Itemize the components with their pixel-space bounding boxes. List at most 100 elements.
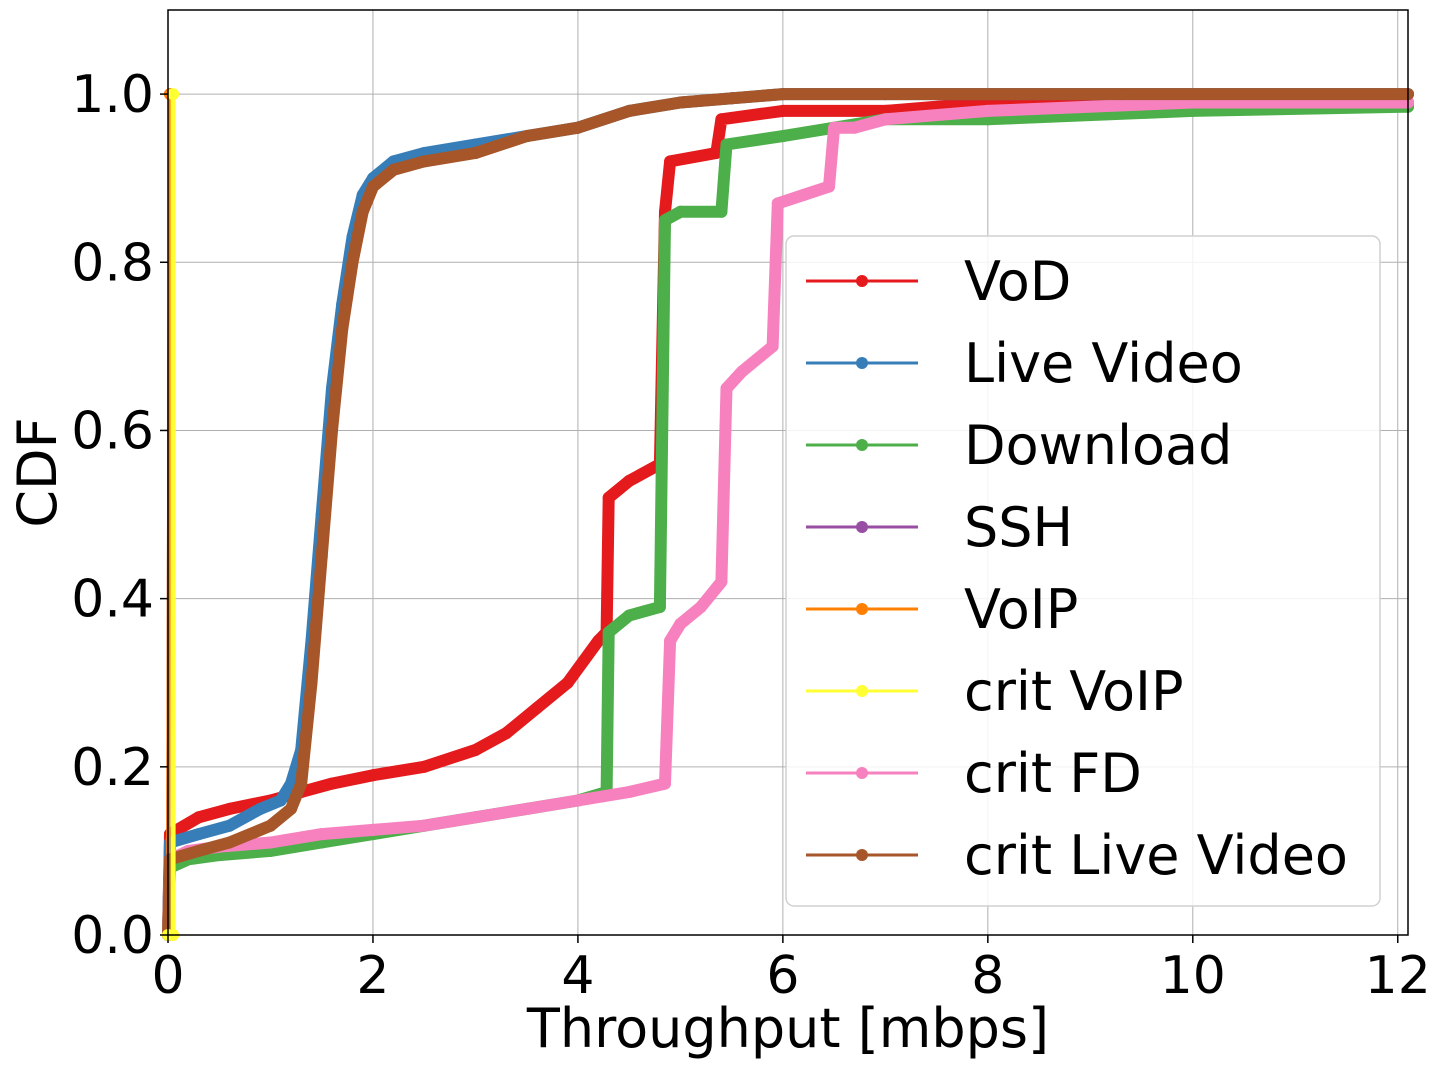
series-line bbox=[162, 100, 1414, 941]
x-tick-label: 0 bbox=[151, 946, 184, 1006]
data-point bbox=[720, 138, 733, 151]
data-point bbox=[725, 92, 738, 105]
data-point bbox=[623, 474, 636, 487]
data-point bbox=[285, 802, 297, 815]
data-point bbox=[274, 794, 287, 807]
data-point bbox=[602, 626, 615, 639]
data-point bbox=[520, 802, 533, 815]
data-point bbox=[715, 575, 728, 588]
legend-box bbox=[785, 235, 1381, 907]
data-point bbox=[1115, 88, 1128, 101]
data-point bbox=[326, 777, 338, 790]
data-point bbox=[418, 819, 431, 832]
y-tick-label: 0.4 bbox=[71, 570, 154, 630]
data-point bbox=[623, 786, 636, 798]
data-point bbox=[823, 180, 835, 193]
data-point bbox=[530, 702, 543, 714]
data-point bbox=[715, 113, 728, 126]
data-point bbox=[659, 777, 671, 790]
data-point bbox=[469, 147, 482, 159]
data-point bbox=[653, 601, 666, 613]
data-point bbox=[326, 424, 338, 437]
data-point bbox=[469, 744, 482, 756]
data-point bbox=[469, 811, 482, 824]
legend: VoD Live Video Download SSH VoIP crit VoIP cri… bbox=[785, 235, 1381, 907]
data-point bbox=[520, 130, 533, 143]
data-point bbox=[776, 88, 789, 101]
legend-swatch-marker bbox=[856, 521, 868, 533]
legend-label: VoIP bbox=[964, 578, 1078, 641]
y-axis-title: CDF bbox=[6, 417, 69, 527]
data-point bbox=[223, 802, 236, 815]
data-point bbox=[387, 163, 400, 176]
data-point bbox=[305, 676, 318, 689]
data-point bbox=[315, 828, 328, 841]
data-point bbox=[720, 382, 733, 395]
data-point bbox=[418, 155, 431, 168]
legend-label: SSH bbox=[964, 496, 1073, 559]
legend-label: Download bbox=[964, 414, 1232, 477]
legend-entry: VoIP bbox=[806, 578, 1078, 641]
series-crit-live-video bbox=[162, 88, 1414, 941]
legend-entry: SSH bbox=[806, 496, 1073, 559]
data-point bbox=[571, 794, 584, 807]
data-point bbox=[192, 844, 205, 857]
legend-entry: crit FD bbox=[806, 742, 1142, 805]
x-tick-label: 4 bbox=[561, 946, 594, 1006]
data-point bbox=[766, 340, 779, 353]
legend-label: VoD bbox=[964, 250, 1071, 313]
data-point bbox=[674, 205, 687, 218]
data-point bbox=[346, 256, 359, 269]
data-point bbox=[356, 205, 369, 218]
data-point bbox=[367, 769, 379, 782]
data-point bbox=[735, 365, 748, 378]
data-point bbox=[336, 323, 349, 336]
legend-label: crit Live Video bbox=[964, 824, 1348, 887]
x-tick-label: 6 bbox=[766, 946, 799, 1006]
y-tick-label: 0.2 bbox=[71, 738, 154, 798]
legend-entry: crit VoIP bbox=[806, 660, 1184, 723]
legend-swatch-marker bbox=[856, 439, 868, 451]
data-point bbox=[879, 88, 892, 101]
data-point bbox=[315, 550, 328, 563]
data-point bbox=[981, 104, 994, 117]
data-point bbox=[674, 617, 687, 630]
data-point bbox=[710, 147, 723, 159]
data-point bbox=[664, 155, 677, 168]
legend-entry: Live Video bbox=[806, 332, 1243, 395]
x-tick-label: 8 bbox=[971, 946, 1004, 1006]
axis-ticks: 0 2 4 6 8 10 12 0.0 0.2 0.4 0.6 0.8 1.0 bbox=[71, 65, 1431, 1006]
data-point bbox=[192, 828, 205, 841]
data-point bbox=[167, 88, 180, 101]
data-point bbox=[776, 130, 789, 143]
data-point bbox=[776, 104, 789, 117]
legend-swatch-marker bbox=[856, 685, 868, 697]
data-point bbox=[295, 777, 308, 790]
data-point bbox=[797, 189, 810, 201]
data-point bbox=[592, 634, 605, 647]
legend-entry: VoD bbox=[806, 250, 1071, 313]
legend-label: crit FD bbox=[964, 742, 1142, 805]
data-point bbox=[264, 836, 277, 849]
data-point bbox=[848, 121, 861, 134]
data-point bbox=[674, 96, 687, 109]
y-tick-label: 0.6 bbox=[71, 401, 154, 461]
data-point bbox=[694, 601, 707, 613]
legend-label: Live Video bbox=[964, 332, 1243, 395]
x-tick-label: 2 bbox=[356, 946, 389, 1006]
x-tick-label: 10 bbox=[1160, 946, 1226, 1006]
data-point bbox=[264, 819, 277, 832]
data-point bbox=[623, 104, 636, 117]
legend-swatch-marker bbox=[856, 849, 868, 861]
legend-swatch-marker bbox=[856, 603, 868, 615]
data-point bbox=[659, 214, 671, 227]
data-point bbox=[771, 197, 784, 210]
y-tick-label: 0.8 bbox=[71, 233, 154, 293]
data-point bbox=[715, 205, 728, 218]
data-point bbox=[500, 727, 513, 740]
data-point bbox=[664, 634, 677, 647]
data-point bbox=[571, 121, 584, 134]
series-lines bbox=[162, 88, 1414, 941]
legend-label: crit VoIP bbox=[964, 660, 1184, 723]
data-point bbox=[192, 811, 205, 824]
